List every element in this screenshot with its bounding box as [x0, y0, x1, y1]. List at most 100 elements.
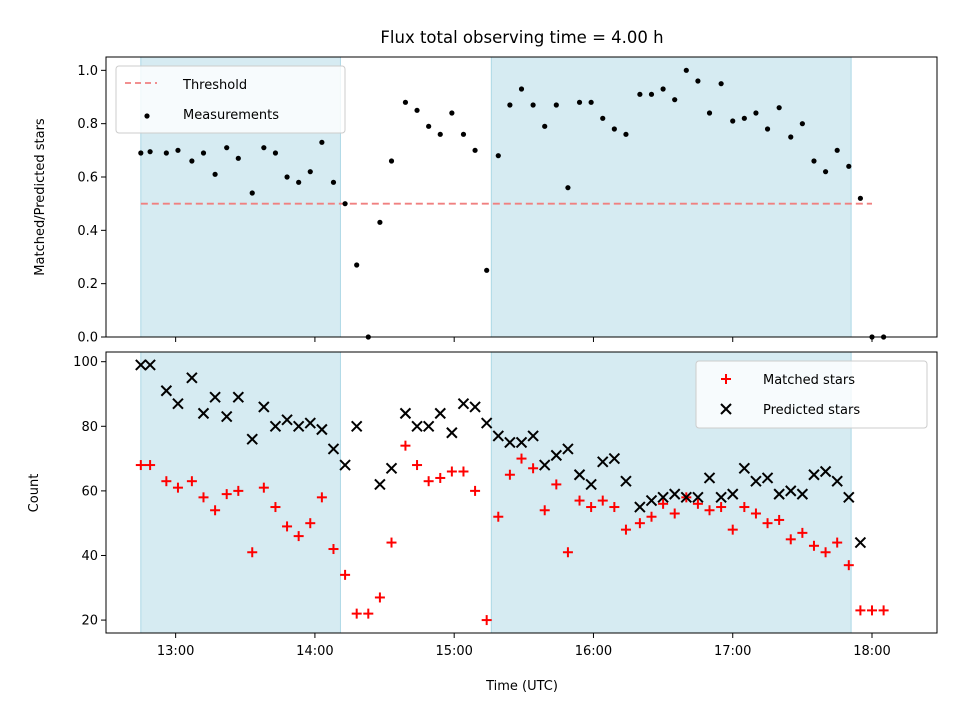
measurement-point [484, 267, 490, 273]
matched-star-point [516, 453, 527, 464]
predicted-star-point [446, 427, 458, 439]
measurement-point [764, 126, 771, 132]
predicted-star-point [703, 472, 716, 484]
measurement-point [695, 78, 701, 84]
measurement-point [834, 147, 840, 153]
predicted-star-point [727, 488, 739, 500]
matched-star-point [692, 498, 703, 509]
matched-star-point [446, 466, 457, 477]
predicted-star-point [220, 410, 233, 423]
predicted-star-point [269, 420, 282, 432]
predicted-star-point [492, 430, 504, 442]
predicted-star-point [469, 401, 481, 413]
measurement-point [788, 134, 794, 140]
matched-star-point [293, 531, 304, 542]
measurement-point [648, 91, 655, 97]
measurement-point [319, 139, 325, 145]
predicted-star-point [585, 478, 597, 491]
measurement-point [576, 99, 583, 105]
predicted-star-point [715, 491, 727, 504]
predicted-star-point [645, 494, 658, 507]
matched-star-point [504, 469, 515, 480]
y-tick-label: 40 [81, 549, 98, 564]
predicted-star-point [399, 407, 412, 420]
ratio-legend: Threshold Measurements [115, 65, 346, 134]
predicted-star-point [246, 433, 258, 445]
matched-star-point [186, 476, 197, 487]
matched-star-point [716, 502, 727, 513]
matched-star-point [363, 608, 374, 619]
predicted-star-point [258, 401, 270, 413]
predicted-star-point [527, 430, 539, 442]
predicted-star-point [411, 420, 423, 432]
matched-star-point [762, 518, 773, 529]
predicted-star-point [434, 407, 446, 420]
predicted-star-point [620, 475, 632, 487]
predicted-star-point [327, 443, 340, 455]
matched-star-point [609, 502, 620, 513]
matched-star-point [247, 547, 258, 558]
predicted-star-point [843, 491, 855, 504]
legend-measurements-swatch [144, 113, 150, 119]
measurement-point [672, 97, 678, 103]
matched-star-point [423, 476, 434, 487]
matched-star-point [258, 482, 269, 493]
measurement-point [718, 81, 724, 87]
measurement-point [307, 169, 313, 175]
measurement-point [776, 105, 782, 111]
predicted-star-point [197, 407, 210, 420]
predicted-star-point [668, 488, 681, 500]
measurement-point [414, 107, 420, 113]
predicted-star-point [634, 501, 646, 513]
measurement-point [507, 102, 513, 108]
matched-star-point [704, 505, 715, 516]
measurement-point [553, 102, 559, 108]
measurement-point [565, 185, 571, 191]
y-tick-label: 0.8 [77, 117, 98, 132]
matched-star-point [412, 460, 423, 471]
measurement-point [611, 126, 617, 132]
measurement-point [730, 118, 736, 124]
matched-star-point [172, 482, 183, 493]
matched-star-point [727, 524, 738, 535]
measurement-point [472, 147, 478, 153]
matched-star-point [867, 605, 878, 616]
matched-star-point [270, 502, 281, 513]
legend-matched-label: Matched stars [763, 373, 855, 388]
x-tick-label: 18:00 [853, 644, 890, 659]
predicted-star-point [304, 417, 316, 429]
measurement-point [261, 145, 267, 151]
matched-star-point [539, 505, 550, 516]
measurement-point [272, 150, 279, 156]
matched-star-point [785, 534, 796, 545]
predicted-star-point [135, 359, 147, 371]
measurement-point [388, 158, 395, 164]
ratio-panel: 0.0 0.2 0.4 0.6 0.8 1.0 Matched/Predicted sta… [33, 56, 938, 346]
measurement-point [212, 171, 218, 177]
measurement-point [588, 99, 594, 105]
predicted-star-point [504, 436, 516, 449]
measurement-point [846, 163, 852, 169]
x-axis-label: Time (UTC) [485, 679, 558, 694]
y-tick-label: 0.0 [77, 331, 98, 346]
measurement-point [495, 153, 501, 159]
legend-matched-swatch [721, 374, 731, 384]
legend-predicted-label: Predicted stars [763, 403, 860, 418]
x-tick-label: 14:00 [296, 644, 333, 659]
matched-star-point [493, 511, 504, 522]
matched-star-point [551, 479, 562, 490]
matched-star-point [400, 440, 411, 451]
matched-star-point [135, 460, 146, 471]
predicted-star-point [680, 491, 693, 504]
measurement-point [637, 91, 643, 97]
matched-star-point [198, 492, 209, 503]
predicted-star-point [144, 359, 156, 371]
matched-star-point [774, 514, 785, 525]
matched-star-point [843, 560, 854, 571]
predicted-star-point [292, 420, 305, 432]
matched-star-point [620, 524, 631, 535]
predicted-star-point [796, 488, 809, 500]
matched-star-point [161, 476, 172, 487]
matched-star-point [221, 489, 232, 500]
